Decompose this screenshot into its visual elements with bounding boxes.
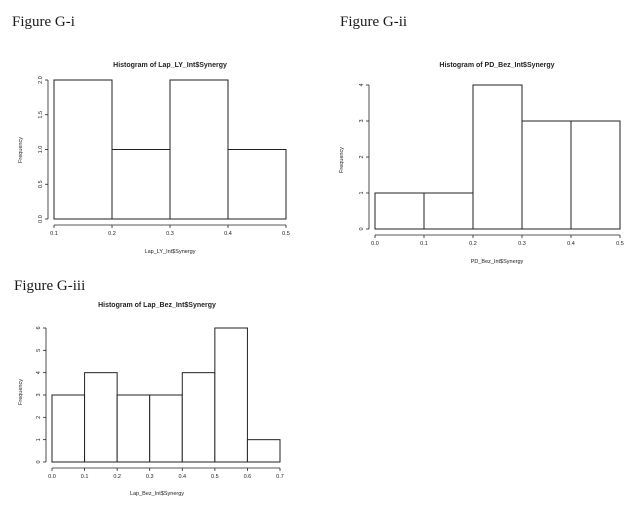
histogram-lap-bez: Histogram of Lap_Bez_Int$Synergy 0.0 0.1 0… bbox=[18, 302, 284, 497]
figure-label-g-i: Figure G-i bbox=[12, 14, 75, 30]
x-tick-label: 0.2 bbox=[108, 231, 116, 237]
histogram-lap-ly: Histogram of Lap_LY_Int$Synergy 0.1 0.2 0.… bbox=[18, 62, 290, 255]
histogram-pd-bez: Histogram of PD_Bez_Int$Synergy 0.0 0.1 0.… bbox=[339, 62, 624, 265]
y-axis-label: Frequency bbox=[18, 137, 24, 163]
y-tick-label: 1 bbox=[359, 191, 365, 194]
x-tick-label: 0.0 bbox=[48, 474, 56, 480]
y-tick-label: 4 bbox=[36, 371, 42, 374]
x-tick-label: 0.4 bbox=[224, 231, 232, 237]
histogram-bar bbox=[111, 149, 171, 220]
histogram-bar bbox=[521, 120, 572, 230]
histogram-bar bbox=[51, 394, 86, 463]
figure-label-g-ii: Figure G-ii bbox=[340, 14, 408, 30]
histogram-bar bbox=[149, 394, 183, 463]
x-tick-label: 0.5 bbox=[616, 241, 624, 247]
x-tick-label: 0.1 bbox=[50, 231, 58, 237]
y-tick-label: 1.5 bbox=[38, 111, 44, 119]
histogram-bar bbox=[116, 394, 151, 463]
y-tick-label: 6 bbox=[36, 326, 42, 329]
histogram-bar bbox=[227, 149, 287, 220]
y-tick-label: 0.0 bbox=[38, 215, 44, 223]
y-tick-label: 0.5 bbox=[38, 180, 44, 188]
x-tick-label: 0.5 bbox=[211, 474, 219, 480]
y-tick-label: 3 bbox=[359, 119, 365, 122]
x-tick-label: 0.4 bbox=[567, 241, 575, 247]
y-tick-label: 3 bbox=[36, 393, 42, 396]
x-tick-label: 0.1 bbox=[81, 474, 89, 480]
y-tick-label: 1 bbox=[36, 438, 42, 441]
y-tick-label: 1.0 bbox=[38, 146, 44, 154]
x-axis-label: PD_Bez_Int$Synergy bbox=[471, 259, 524, 265]
x-tick-label: 0.5 bbox=[282, 231, 290, 237]
x-tick-label: 0.3 bbox=[166, 231, 174, 237]
y-tick-label: 0 bbox=[359, 227, 365, 230]
histogram-bar bbox=[169, 79, 229, 220]
histogram-bar bbox=[214, 327, 248, 463]
x-tick-label: 0.0 bbox=[371, 241, 379, 247]
x-tick-label: 0.1 bbox=[420, 241, 428, 247]
histogram-bar bbox=[374, 192, 425, 230]
x-tick-label: 0.2 bbox=[113, 474, 121, 480]
y-axis-label: Frequency bbox=[339, 147, 345, 173]
chart-title: Histogram of Lap_Bez_Int$Synergy bbox=[98, 302, 216, 309]
y-tick-label: 0 bbox=[36, 460, 42, 463]
y-tick-label: 4 bbox=[359, 83, 365, 86]
histogram-bar bbox=[181, 372, 216, 463]
x-tick-label: 0.3 bbox=[146, 474, 154, 480]
histogram-bar bbox=[84, 372, 118, 463]
histogram-bar bbox=[246, 439, 281, 463]
chart-title: Histogram of PD_Bez_Int$Synergy bbox=[439, 62, 554, 69]
histogram-bar bbox=[53, 79, 113, 220]
y-axis-label: Frequency bbox=[18, 379, 24, 405]
x-tick-label: 0.4 bbox=[178, 474, 186, 480]
y-tick-label: 5 bbox=[36, 349, 42, 352]
histogram-bar bbox=[570, 120, 621, 230]
x-tick-label: 0.3 bbox=[518, 241, 526, 247]
x-tick-label: 0.2 bbox=[469, 241, 477, 247]
histogram-bar bbox=[472, 84, 523, 230]
x-axis-label: Lap_Bez_Int$Synergy bbox=[130, 491, 184, 497]
chart-title: Histogram of Lap_LY_Int$Synergy bbox=[113, 62, 227, 69]
y-tick-label: 2 bbox=[359, 155, 365, 158]
x-axis-label: Lap_LY_Int$Synergy bbox=[145, 249, 196, 255]
x-tick-label: 0.7 bbox=[276, 474, 284, 480]
y-tick-label: 2 bbox=[36, 416, 42, 419]
x-tick-label: 0.6 bbox=[244, 474, 252, 480]
figure-label-g-iii: Figure G-iii bbox=[14, 278, 86, 294]
histogram-bar bbox=[423, 192, 474, 230]
y-tick-label: 2.0 bbox=[38, 76, 44, 84]
